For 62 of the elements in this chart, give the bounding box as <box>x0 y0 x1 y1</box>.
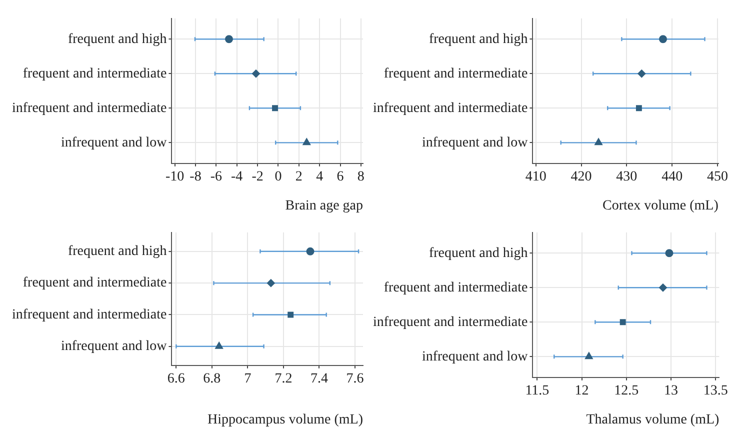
y-tick-label: frequent and high <box>428 32 528 47</box>
point <box>584 352 593 360</box>
point <box>266 279 275 288</box>
x-tick-label: 450 <box>706 169 728 184</box>
x-tick-label: 13 <box>664 383 678 398</box>
x-tick-label: -8 <box>190 169 202 184</box>
x-tick-label: 7 <box>244 371 252 386</box>
x-tick-label: 12 <box>574 383 589 398</box>
y-tick-label: infrequent and low <box>422 349 529 364</box>
x-tick-label: 12.5 <box>614 383 639 398</box>
x-tick-label: 0 <box>274 169 282 184</box>
y-tick-label: frequent and intermediate <box>22 276 167 291</box>
point <box>636 105 642 112</box>
x-tick-label: 7.6 <box>346 371 364 386</box>
x-tick-label: 7.4 <box>310 371 328 386</box>
point <box>272 105 278 112</box>
point <box>620 319 626 326</box>
x-tick-label: 420 <box>570 169 592 184</box>
x-tick-label: 6 <box>336 169 344 184</box>
point <box>658 284 667 292</box>
y-tick-label: infrequent and low <box>60 135 168 150</box>
y-tick-label: infrequent and intermediate <box>12 100 167 116</box>
y-tick-label: frequent and high <box>428 246 528 261</box>
point <box>306 247 314 256</box>
y-tick-label: frequent and high <box>68 244 167 260</box>
point <box>638 70 646 78</box>
y-tick-label: infrequent and intermediate <box>372 100 528 116</box>
x-tick-label: 2 <box>295 169 302 184</box>
x-tick-label: 440 <box>662 169 683 184</box>
x-tick-label: -6 <box>210 169 222 184</box>
point <box>302 138 311 146</box>
x-tick-label: -2 <box>252 169 264 184</box>
y-tick-label: infrequent and intermediate <box>12 307 167 322</box>
x-tick-label: 8 <box>357 169 364 184</box>
y-tick-label: frequent and intermediate <box>384 66 528 82</box>
x-axis-title: Hippocampus volume (mL) <box>207 412 364 428</box>
y-tick-label: frequent and high <box>68 32 167 47</box>
x-tick-label: 13.5 <box>703 383 728 398</box>
point <box>224 35 233 44</box>
y-tick-label: frequent and intermediate <box>384 280 528 296</box>
y-tick-label: frequent and intermediate <box>22 66 167 82</box>
point <box>288 312 294 318</box>
x-tick-label: 6.8 <box>203 371 221 386</box>
x-tick-label: 430 <box>616 169 638 184</box>
point <box>252 70 260 78</box>
y-tick-label: infrequent and low <box>60 339 168 354</box>
x-tick-label: 11.5 <box>525 383 550 398</box>
x-axis-title: Cortex volume (mL) <box>602 198 719 214</box>
y-tick-label: infrequent and low <box>422 135 529 150</box>
x-tick-label: 4 <box>316 169 324 184</box>
x-tick-label: -4 <box>231 169 243 184</box>
point <box>658 35 667 44</box>
x-tick-label: 6.6 <box>167 371 185 386</box>
x-tick-label: 410 <box>525 169 546 184</box>
x-tick-label: 7.2 <box>274 371 292 386</box>
point <box>594 138 602 146</box>
x-tick-label: -10 <box>165 169 184 184</box>
y-tick-label: infrequent and intermediate <box>372 314 528 330</box>
point <box>215 342 224 349</box>
point <box>665 249 674 258</box>
x-axis-title: Thalamus volume (mL) <box>586 412 720 428</box>
x-axis-title: Brain age gap <box>285 198 363 214</box>
